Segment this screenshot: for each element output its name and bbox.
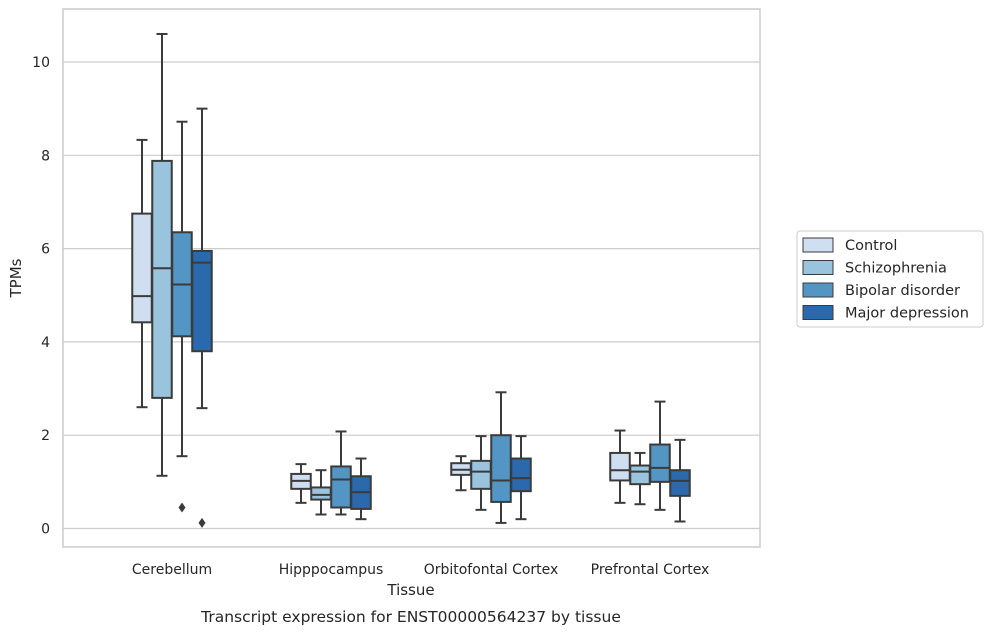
box-iqr xyxy=(330,465,352,509)
legend-label: Schizophrenia xyxy=(845,261,947,277)
box-iqr xyxy=(609,451,631,482)
outlier-point xyxy=(198,517,206,528)
box-major-depression xyxy=(191,107,213,528)
box-major-depression xyxy=(669,438,691,523)
box-iqr xyxy=(470,459,492,490)
y-axis-label: TPMs xyxy=(7,258,25,298)
x-tick-label: Prefrontal Cortex xyxy=(591,562,710,578)
legend-item: Control xyxy=(802,237,897,254)
box-iqr xyxy=(191,249,213,353)
y-tick-label: 6 xyxy=(41,242,50,258)
y-tick-label: 10 xyxy=(32,55,50,71)
y-tick-label: 8 xyxy=(41,148,50,164)
y-tick-label: 4 xyxy=(41,335,50,351)
legend-item: Schizophrenia xyxy=(802,260,947,277)
box-schizophrenia xyxy=(629,451,651,506)
box-iqr xyxy=(490,434,512,503)
y-tick-label: 2 xyxy=(41,428,50,444)
legend-swatch xyxy=(802,282,834,298)
box-series xyxy=(131,33,691,528)
legend-label: Major depression xyxy=(845,306,969,322)
box-iqr xyxy=(649,443,671,483)
x-axis-ticks: Cerebellum Hipppocampus Orbitofontal Corte… xyxy=(132,562,709,578)
box-iqr xyxy=(669,469,691,497)
legend-frame xyxy=(796,230,984,328)
x-axis-label: Tissue xyxy=(386,581,434,599)
outlier-point xyxy=(178,502,186,513)
plot-frame xyxy=(62,8,761,548)
box-major-depression xyxy=(350,457,372,521)
chart-caption: Transcript expression for ENST0000056423… xyxy=(200,608,621,626)
x-tick-label: Orbitofontal Cortex xyxy=(424,562,559,578)
legend-swatch xyxy=(802,237,834,253)
box-iqr xyxy=(629,464,651,486)
legend-item: Bipolar disorder xyxy=(802,282,960,299)
legend-item: Major depression xyxy=(802,305,969,322)
y-tick-label: 0 xyxy=(41,522,50,538)
box-iqr xyxy=(131,212,153,324)
x-tick-label: Cerebellum xyxy=(132,562,212,578)
box-iqr xyxy=(510,457,532,493)
legend-swatch xyxy=(802,305,834,320)
box-bipolar-disorder xyxy=(649,400,671,511)
box-iqr xyxy=(310,486,332,501)
x-tick-label: Hipppocampus xyxy=(279,562,384,578)
legend: Control Schizophrenia Bipolar disorder Majo… xyxy=(796,230,984,328)
box-control xyxy=(131,138,153,409)
y-axis-ticks: 0 2 4 6 8 10 xyxy=(32,55,50,538)
legend-swatch xyxy=(802,260,834,275)
box-iqr xyxy=(151,159,173,399)
box-major-depression xyxy=(510,435,532,521)
box-control xyxy=(450,455,472,492)
legend-label: Bipolar disorder xyxy=(845,283,960,299)
legend-label: Control xyxy=(845,238,897,254)
box-control xyxy=(290,463,312,504)
